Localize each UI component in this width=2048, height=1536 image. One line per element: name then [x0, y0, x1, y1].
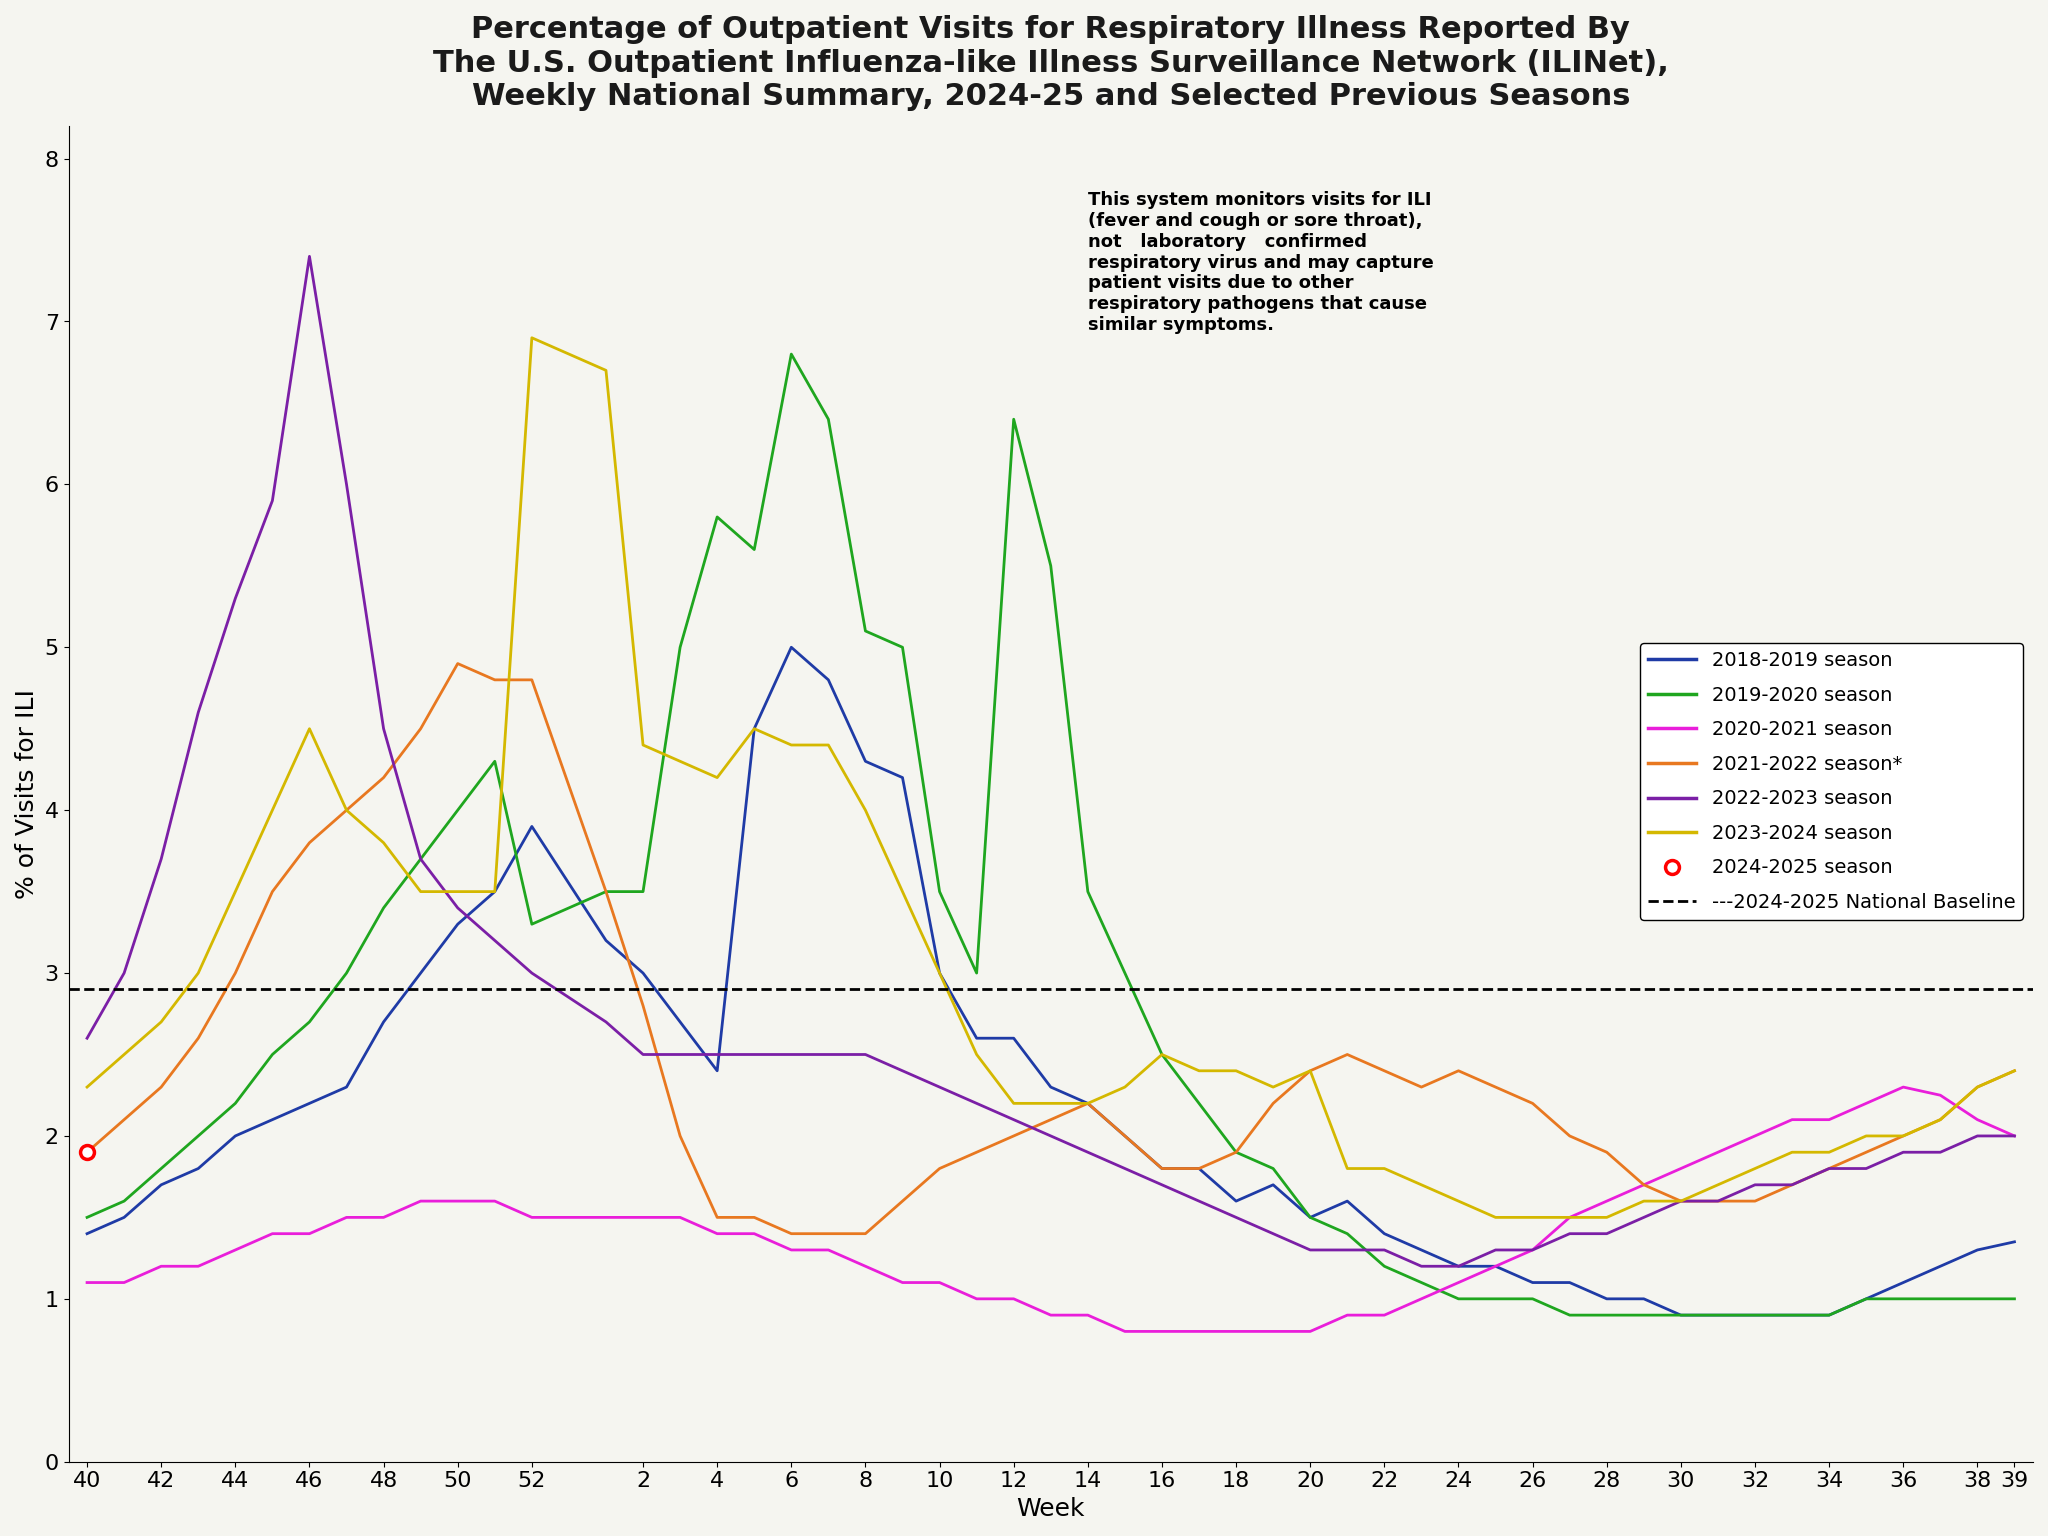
- Y-axis label: % of Visits for ILI: % of Visits for ILI: [14, 688, 39, 899]
- Text: This system monitors visits for ILI
(fever and cough or sore throat),
not   labo: This system monitors visits for ILI (fev…: [1087, 190, 1434, 333]
- Legend: 2018-2019 season, 2019-2020 season, 2020-2021 season, 2021-2022 season*, 2022-20: 2018-2019 season, 2019-2020 season, 2020…: [1640, 644, 2023, 920]
- X-axis label: Week: Week: [1016, 1498, 1085, 1521]
- Title: Percentage of Outpatient Visits for Respiratory Illness Reported By
The U.S. Out: Percentage of Outpatient Visits for Resp…: [432, 15, 1669, 111]
